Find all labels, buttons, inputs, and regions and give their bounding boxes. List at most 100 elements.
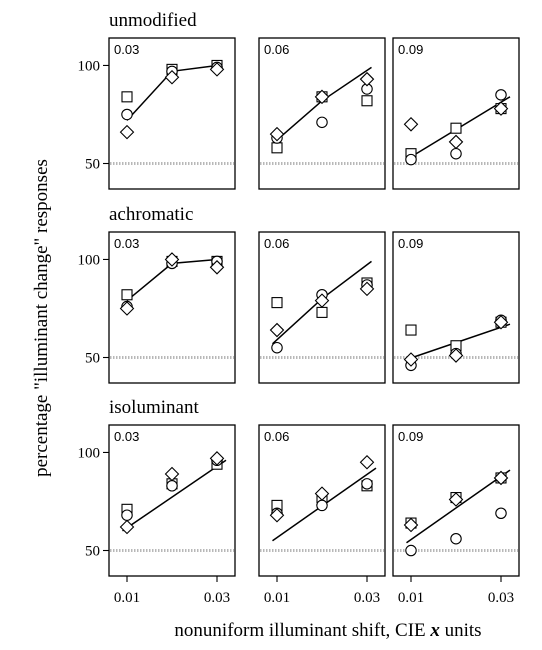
panel-achromatic-0.09: 0.09 <box>392 231 520 384</box>
data-point-circle <box>121 509 133 521</box>
panel-frame <box>258 231 386 384</box>
data-point-diamond <box>269 126 285 142</box>
data-point-diamond <box>119 301 135 316</box>
y-tick-label: 50 <box>85 544 100 560</box>
data-point-diamond <box>403 352 419 367</box>
data-point-circle <box>450 147 462 160</box>
x-tick-label: 0.01 <box>398 590 424 606</box>
panel-frame <box>258 37 386 190</box>
data-point-circle <box>495 89 507 101</box>
panel-grid: unmodified 50 100 0.03 0.06 0.09 achromatic 50 1… <box>78 10 520 606</box>
data-point-square <box>316 306 328 318</box>
panel-frame <box>108 231 236 384</box>
y-tick-label: 100 <box>78 445 101 461</box>
panel-isoluminant-0.06: 0.06 0.01 0.03 <box>258 424 386 606</box>
data-point-circle <box>316 116 328 129</box>
data-point-diamond <box>403 117 419 132</box>
x-tick-label: 0.03 <box>204 590 230 606</box>
x-tick-label: 0.03 <box>354 590 380 606</box>
data-point-circle <box>316 499 328 512</box>
data-point-circle <box>405 544 417 557</box>
data-point-diamond <box>269 322 285 338</box>
panel-label: 0.03 <box>114 429 139 444</box>
data-point-diamond <box>314 89 330 105</box>
data-point-square <box>271 142 283 154</box>
panel-isoluminant-0.03: 0.03 0.01 0.03 <box>108 424 236 606</box>
panel-label: 0.09 <box>398 236 423 251</box>
data-point-diamond <box>269 507 285 523</box>
row-title: unmodified <box>109 10 197 31</box>
data-point-diamond <box>209 62 225 77</box>
panel-frame <box>258 424 386 577</box>
x-axis-title-part-2: units <box>440 620 482 641</box>
data-point-diamond <box>209 260 225 275</box>
fit-line <box>122 459 227 532</box>
data-point-square <box>405 324 417 336</box>
y-tick-label: 100 <box>78 58 101 74</box>
panel-label: 0.06 <box>264 429 289 444</box>
data-point-diamond <box>493 470 509 486</box>
x-tick-label: 0.01 <box>264 590 290 606</box>
fit-line <box>406 469 511 544</box>
y-axis-title: percentage "illuminant change" responses <box>31 159 52 477</box>
panel-frame <box>108 424 236 577</box>
data-point-diamond <box>448 492 464 507</box>
data-point-diamond <box>448 348 464 363</box>
data-point-diamond <box>448 134 464 150</box>
data-point-square <box>450 122 462 134</box>
x-axis-title-variable: x <box>429 620 440 641</box>
x-axis-title: nonuniform illuminant shift, CIE x units <box>174 620 481 641</box>
x-axis-title-part-1: nonuniform illuminant shift, CIE <box>174 620 430 641</box>
panel-frame <box>392 231 520 384</box>
panel-label: 0.03 <box>114 42 139 57</box>
data-point-diamond <box>359 71 375 87</box>
data-point-square <box>121 91 133 103</box>
y-tick-label: 50 <box>85 351 100 367</box>
panel-unmodified-0.09: 0.09 <box>392 37 520 190</box>
panel-label: 0.06 <box>264 236 289 251</box>
data-point-square <box>271 297 283 309</box>
row-unmodified: unmodified 50 100 0.03 0.06 0.09 <box>78 10 520 190</box>
data-point-circle <box>166 480 178 492</box>
panel-label: 0.06 <box>264 42 289 57</box>
data-point-diamond <box>209 451 225 466</box>
data-point-circle <box>271 341 283 354</box>
data-point-diamond <box>403 517 419 533</box>
panel-isoluminant-0.09: 0.09 0.01 0.03 <box>392 424 520 606</box>
data-point-diamond <box>493 314 509 330</box>
panel-label: 0.09 <box>398 429 423 444</box>
panel-unmodified-0.03: 0.03 <box>108 37 236 190</box>
row-achromatic: achromatic 50 100 0.03 0.06 0.09 <box>78 204 520 384</box>
panel-frame <box>392 37 520 190</box>
data-point-diamond <box>359 454 375 470</box>
data-point-diamond <box>164 69 180 85</box>
y-tick-label: 50 <box>85 157 100 173</box>
data-point-circle <box>121 108 133 121</box>
row-title: achromatic <box>109 204 193 225</box>
panel-label: 0.09 <box>398 42 423 57</box>
x-tick-label: 0.03 <box>488 590 514 606</box>
data-point-diamond <box>119 519 135 535</box>
panel-frame <box>108 37 236 190</box>
data-point-square <box>361 95 373 107</box>
data-point-diamond <box>119 124 135 140</box>
panel-frame <box>392 424 520 577</box>
y-tick-label: 100 <box>78 252 101 268</box>
panel-achromatic-0.03: 0.03 <box>108 231 236 384</box>
data-point-square <box>121 289 133 301</box>
x-tick-label: 0.01 <box>114 590 140 606</box>
data-point-diamond <box>314 293 330 308</box>
data-point-circle <box>450 532 462 545</box>
data-point-circle <box>495 507 507 519</box>
data-point-diamond <box>164 252 180 267</box>
data-point-diamond <box>164 466 180 482</box>
panel-label: 0.03 <box>114 236 139 251</box>
row-title: isoluminant <box>109 397 199 418</box>
panel-unmodified-0.06: 0.06 <box>258 37 386 190</box>
data-point-diamond <box>359 281 375 297</box>
data-point-circle <box>405 153 417 166</box>
data-point-diamond <box>314 486 330 501</box>
fit-line <box>272 66 372 145</box>
